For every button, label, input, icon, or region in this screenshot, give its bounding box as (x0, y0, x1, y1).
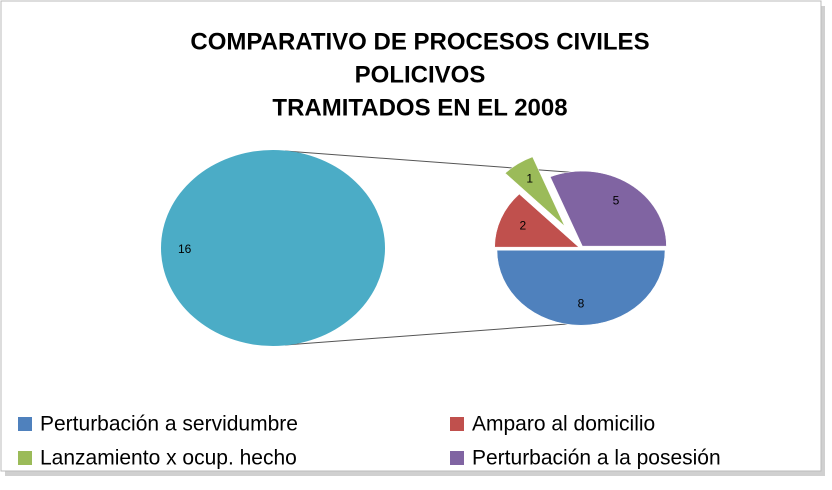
data-label: 8 (578, 296, 585, 310)
legend-label: Amparo al domicilio (472, 413, 655, 436)
legend-swatch (18, 451, 32, 465)
legend-label: Perturbación a la posesión (472, 447, 721, 470)
frame (0, 0, 822, 472)
chart-title: COMPARATIVO DE PROCESOS CIVILES (190, 28, 649, 55)
chart-title: TRAMITADOS EN EL 2008 (272, 94, 567, 121)
legend-label: Perturbación a servidumbre (40, 413, 298, 436)
main-pie-slice (161, 150, 385, 346)
data-label: 16 (178, 242, 192, 256)
pie-slice (549, 170, 667, 247)
data-label: 5 (613, 193, 620, 207)
pie-slice (494, 193, 580, 248)
connector (284, 322, 582, 346)
legend-label: Lanzamiento x ocup. hecho (40, 447, 297, 470)
legend-swatch (450, 417, 464, 431)
chart-title: POLICIVOS (355, 61, 486, 88)
data-label: 1 (526, 172, 533, 186)
pie-slice (504, 156, 565, 227)
legend-swatch (18, 417, 32, 431)
data-label: 2 (519, 219, 526, 233)
legend-swatch (450, 451, 464, 465)
pie-slice (496, 250, 666, 326)
